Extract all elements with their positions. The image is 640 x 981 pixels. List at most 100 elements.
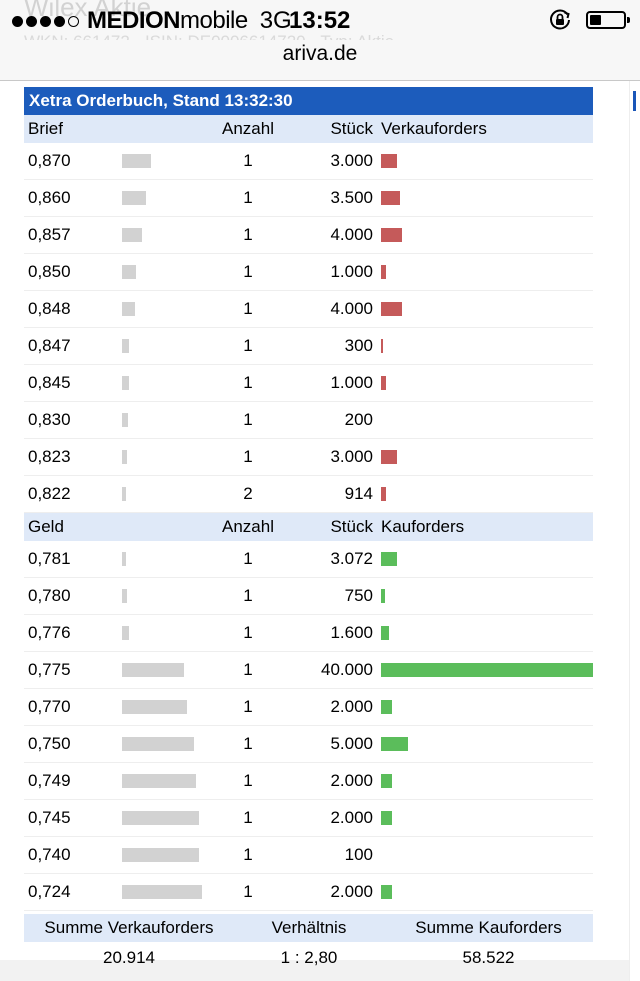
buy-depth-bar xyxy=(122,663,184,677)
sell-depth-bar xyxy=(122,154,151,168)
orderbook-title-row: Xetra Orderbuch, Stand 13:32:30 xyxy=(24,87,593,115)
buy-order-row: 0,750 1 5.000 xyxy=(24,725,593,763)
sell-depth-bar-cell xyxy=(118,216,218,254)
sell-volume-bar-cell xyxy=(381,290,593,328)
buy-order-row: 0,781 1 3.072 xyxy=(24,541,593,578)
buy-volume-bar xyxy=(381,663,593,677)
buy-depth-bar xyxy=(122,848,199,862)
summary-header-row: Summe Verkauforders Verhältnis Summe Kau… xyxy=(24,914,593,942)
sell-order-row: 0,848 1 4.000 xyxy=(24,290,593,328)
buy-depth-bar-cell xyxy=(118,725,218,763)
sell-count: 2 xyxy=(218,475,278,513)
buy-count: 1 xyxy=(218,577,278,615)
sell-volume-bar-cell xyxy=(381,475,593,513)
carrier-info: MEDIONmobile 3G xyxy=(12,7,292,35)
sell-count: 1 xyxy=(218,290,278,328)
page-content: Xetra Orderbuch, Stand 13:32:30 Brief An… xyxy=(0,81,640,981)
sell-count: 1 xyxy=(218,401,278,439)
sell-count: 1 xyxy=(218,438,278,476)
sell-volume-bar-cell xyxy=(381,216,593,254)
buy-order-row: 0,776 1 1.600 xyxy=(24,614,593,652)
sell-price: 0,850 xyxy=(24,253,118,291)
sell-count: 1 xyxy=(218,216,278,254)
buy-qty-header: Stück xyxy=(278,512,381,541)
buy-qty: 5.000 xyxy=(278,725,381,763)
buy-price: 0,781 xyxy=(24,541,118,578)
buy-depth-bar-cell xyxy=(118,614,218,652)
network-type: 3G xyxy=(259,7,292,34)
buy-price: 0,749 xyxy=(24,762,118,800)
sell-depth-bar-cell xyxy=(118,253,218,291)
buy-price-header: Geld xyxy=(24,512,118,541)
address-bar[interactable]: ariva.de xyxy=(0,40,640,81)
sell-qty: 3.500 xyxy=(278,179,381,217)
sell-volume-bar xyxy=(381,228,402,242)
summary-table: Summe Verkauforders Verhältnis Summe Kau… xyxy=(24,914,593,978)
buy-price: 0,775 xyxy=(24,651,118,689)
buy-bar-header: Kauforders xyxy=(381,512,593,541)
buy-price: 0,780 xyxy=(24,577,118,615)
buy-qty: 100 xyxy=(278,836,381,874)
sell-depth-bar-cell xyxy=(118,401,218,439)
sell-depth-bar-cell xyxy=(118,438,218,476)
sell-depth-bar xyxy=(122,339,129,353)
sell-volume-bar xyxy=(381,302,402,316)
sell-count-header: Anzahl xyxy=(218,115,278,143)
url-text[interactable]: ariva.de xyxy=(282,42,358,65)
sell-price: 0,845 xyxy=(24,364,118,402)
sell-qty: 4.000 xyxy=(278,216,381,254)
orderbook-title: Xetra Orderbuch, Stand 13:32:30 xyxy=(24,87,593,115)
sell-qty: 200 xyxy=(278,401,381,439)
sell-depth-bar xyxy=(122,487,126,501)
sell-volume-bar-cell xyxy=(381,327,593,365)
buy-depth-bar xyxy=(122,885,202,899)
buy-count: 1 xyxy=(218,541,278,578)
buy-depth-bar xyxy=(122,589,127,603)
buy-depth-bar xyxy=(122,552,126,566)
orderbook-table: Xetra Orderbuch, Stand 13:32:30 Brief An… xyxy=(24,87,593,911)
sell-depth-bar xyxy=(122,450,127,464)
buy-volume-bar-cell xyxy=(381,614,593,652)
carrier-name: MEDIONmobile xyxy=(87,7,248,34)
buy-qty: 2.000 xyxy=(278,762,381,800)
sell-depth-bar xyxy=(122,413,128,427)
sell-count: 1 xyxy=(218,179,278,217)
buy-order-row: 0,749 1 2.000 xyxy=(24,762,593,800)
buy-header-row: Geld Anzahl Stück Kauforders xyxy=(24,512,593,541)
buy-depth-bar xyxy=(122,626,129,640)
buy-volume-bar-cell xyxy=(381,799,593,837)
sell-qty: 300 xyxy=(278,327,381,365)
sell-volume-bar-cell xyxy=(381,179,593,217)
buy-volume-bar-cell xyxy=(381,577,593,615)
status-bar: Wilex Aktie WKN: 661472 · ISIN: DE000661… xyxy=(0,0,640,51)
sell-count: 1 xyxy=(218,253,278,291)
sell-qty: 914 xyxy=(278,475,381,513)
sell-depth-bar-cell xyxy=(118,475,218,513)
buy-qty: 40.000 xyxy=(278,651,381,689)
buy-count: 1 xyxy=(218,762,278,800)
buy-volume-bar-cell xyxy=(381,688,593,726)
sell-qty: 3.000 xyxy=(278,143,381,180)
buy-depth-bar-cell xyxy=(118,873,218,911)
buy-volume-bar xyxy=(381,626,389,640)
sell-order-row: 0,845 1 1.000 xyxy=(24,364,593,402)
buy-volume-bar-cell xyxy=(381,725,593,763)
buy-volume-bar-cell xyxy=(381,762,593,800)
sell-depth-bar-cell xyxy=(118,179,218,217)
buy-volume-bar-cell xyxy=(381,873,593,911)
sell-price-header: Brief xyxy=(24,115,118,143)
buy-price: 0,770 xyxy=(24,688,118,726)
buy-qty: 2.000 xyxy=(278,799,381,837)
sell-volume-bar-cell xyxy=(381,253,593,291)
sell-depth-bar xyxy=(122,228,142,242)
sell-volume-bar xyxy=(381,154,397,168)
sell-volume-bar xyxy=(381,265,386,279)
sum-sell-label: Summe Verkauforders xyxy=(24,914,234,942)
orientation-lock-icon xyxy=(550,9,570,30)
buy-order-row: 0,745 1 2.000 xyxy=(24,799,593,837)
sell-order-row: 0,860 1 3.500 xyxy=(24,179,593,217)
buy-order-row: 0,775 1 40.000 xyxy=(24,651,593,689)
buy-qty: 2.000 xyxy=(278,688,381,726)
buy-depth-bar-cell xyxy=(118,762,218,800)
buy-depth-bar-cell xyxy=(118,541,218,578)
